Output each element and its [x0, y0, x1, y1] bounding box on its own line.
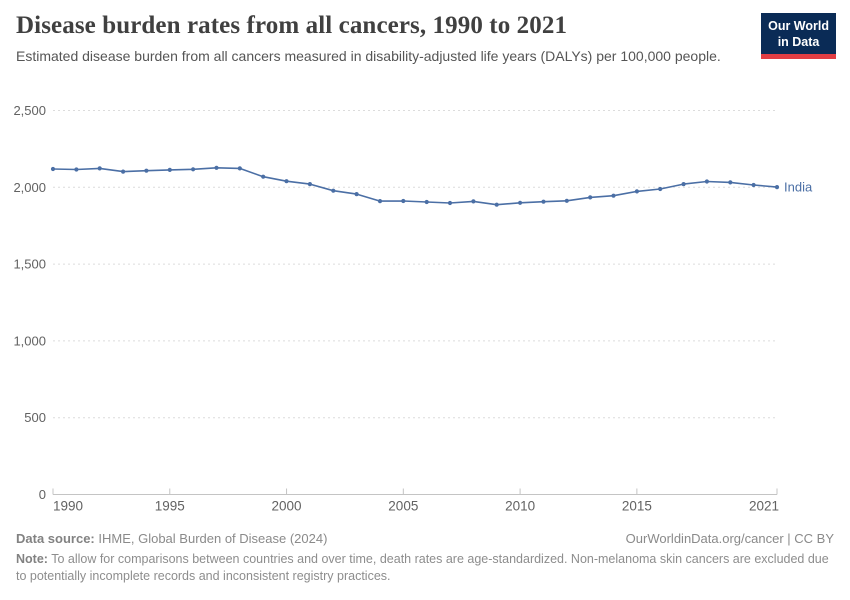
data-point — [284, 179, 289, 184]
data-point — [447, 200, 453, 206]
data-point — [634, 189, 640, 194]
data-point — [774, 185, 780, 190]
x-tick-label: 2015 — [622, 499, 652, 514]
data-point — [424, 199, 429, 205]
line-chart: 0 500 1,000 1,500 2,000 2,500 1990 1995 2000 2005… — [13, 103, 813, 514]
data-point — [518, 200, 523, 205]
x-tick-label: 1990 — [53, 499, 83, 514]
data-source-text: IHME, Global Burden of Disease (2024) — [98, 531, 328, 546]
data-line-india — [52, 167, 778, 206]
y-tick-label: 2,500 — [13, 103, 46, 118]
y-tick-label: 1,500 — [13, 257, 46, 272]
owid-logo-line2: in Data — [777, 35, 820, 50]
data-point — [728, 180, 733, 185]
chart-footer: Data source: IHME, Global Burden of Dise… — [16, 531, 834, 584]
data-point — [564, 198, 569, 203]
data-point — [214, 165, 219, 170]
data-point — [307, 182, 312, 187]
y-tick-label: 1,000 — [13, 333, 46, 348]
data-point — [401, 198, 406, 204]
data-point — [191, 167, 196, 172]
x-tick-label: 2005 — [388, 499, 418, 514]
data-source-label: Data source: — [16, 531, 95, 546]
chart-header: Disease burden rates from all cancers, 1… — [16, 12, 836, 66]
owid-logo[interactable]: Our World in Data — [761, 13, 836, 59]
data-point — [658, 186, 663, 192]
data-point — [50, 166, 56, 172]
footer-note-text: To allow for comparisons between countri… — [16, 552, 829, 583]
data-point — [681, 182, 686, 187]
data-point — [261, 174, 266, 179]
y-tick-label: 0 — [39, 487, 46, 502]
x-tick-label: 2000 — [272, 499, 302, 514]
chart-title: Disease burden rates from all cancers, 1… — [16, 12, 568, 39]
footer-citation-link[interactable]: OurWorldinData.org/cancer | CC BY — [625, 531, 834, 546]
data-point — [471, 199, 476, 204]
footer-note-label: Note: — [16, 552, 48, 566]
data-point — [331, 188, 336, 193]
data-point — [354, 192, 359, 197]
footer-note: Note: To allow for comparisons between c… — [16, 551, 834, 584]
data-point — [74, 167, 79, 172]
data-point — [121, 169, 126, 174]
x-tick-label: 2010 — [505, 499, 535, 514]
owid-logo-line1: Our World — [768, 19, 829, 33]
chart-subtitle: Estimated disease burden from all cancer… — [16, 48, 721, 64]
data-point — [167, 167, 172, 172]
data-point — [494, 202, 499, 207]
data-point — [144, 168, 149, 173]
data-point — [704, 179, 710, 184]
entity-label: India — [784, 180, 813, 195]
data-point — [751, 182, 756, 188]
y-tick-label: 500 — [24, 410, 46, 425]
data-point — [611, 193, 616, 198]
data-point — [541, 199, 546, 204]
data-point — [377, 199, 383, 204]
x-tick-label: 1995 — [155, 499, 185, 514]
data-point — [97, 166, 102, 171]
x-tick-label: 2021 — [749, 499, 779, 514]
data-source-line: Data source: IHME, Global Burden of Dise… — [16, 531, 327, 546]
data-point — [237, 166, 242, 171]
y-tick-label: 2,000 — [13, 180, 46, 195]
data-point — [588, 195, 593, 200]
